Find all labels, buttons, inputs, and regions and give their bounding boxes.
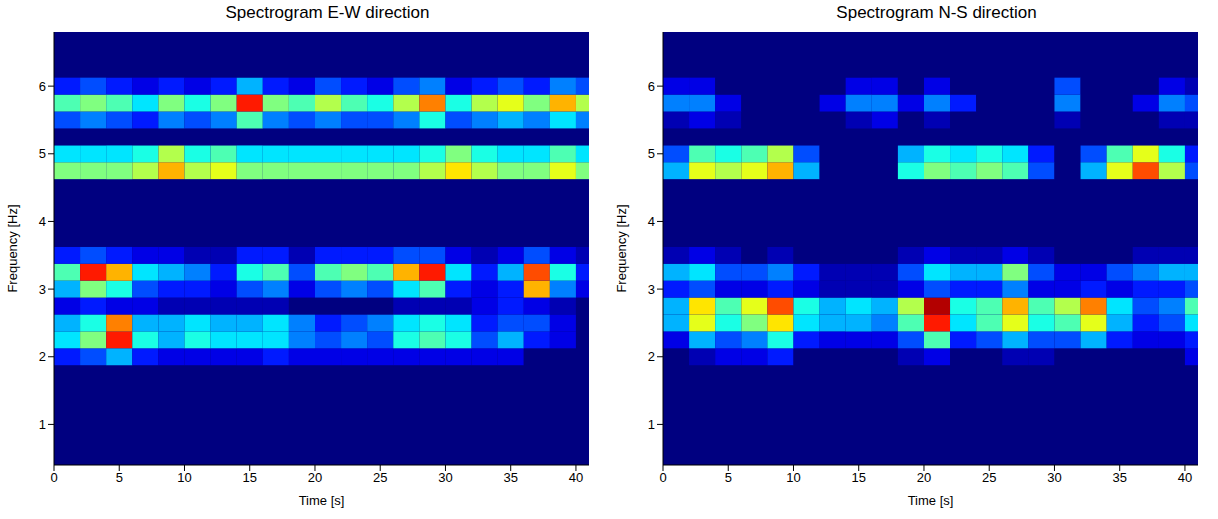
svg-text:5: 5 <box>725 470 732 485</box>
svg-text:5: 5 <box>648 146 655 161</box>
svg-text:1: 1 <box>39 417 46 432</box>
svg-text:Frequency [Hz]: Frequency [Hz] <box>5 204 20 292</box>
svg-text:Time [s]: Time [s] <box>299 493 345 508</box>
svg-text:40: 40 <box>569 470 583 485</box>
svg-text:Frequency [Hz]: Frequency [Hz] <box>614 204 629 292</box>
svg-text:15: 15 <box>851 470 865 485</box>
html-text:Spectrogram E-W direction: Spectrogram E-W direction <box>225 3 430 22</box>
svg-text:6: 6 <box>39 79 46 94</box>
svg-text:30: 30 <box>1047 470 1061 485</box>
svg-text:4: 4 <box>39 214 46 229</box>
svg-text:2: 2 <box>39 349 46 364</box>
svg-text:25: 25 <box>982 470 996 485</box>
svg-text:5: 5 <box>116 470 123 485</box>
svg-text:2: 2 <box>648 349 655 364</box>
svg-text:15: 15 <box>242 470 256 485</box>
svg-text:3: 3 <box>648 282 655 297</box>
svg-text:Time [s]: Time [s] <box>908 493 954 508</box>
svg-text:4: 4 <box>648 214 655 229</box>
svg-text:35: 35 <box>503 470 517 485</box>
html-text:Spectrogram N-S direction: Spectrogram N-S direction <box>836 3 1037 22</box>
svg-text:10: 10 <box>177 470 191 485</box>
svg-text:40: 40 <box>1178 470 1192 485</box>
svg-text:25: 25 <box>373 470 387 485</box>
svg-text:6: 6 <box>648 79 655 94</box>
svg-text:30: 30 <box>438 470 452 485</box>
svg-text:35: 35 <box>1112 470 1126 485</box>
svg-text:0: 0 <box>659 470 666 485</box>
svg-text:20: 20 <box>917 470 931 485</box>
svg-text:1: 1 <box>648 417 655 432</box>
svg-text:10: 10 <box>786 470 800 485</box>
svg-text:5: 5 <box>39 146 46 161</box>
svg-text:0: 0 <box>50 470 57 485</box>
svg-text:20: 20 <box>308 470 322 485</box>
svg-text:3: 3 <box>39 282 46 297</box>
